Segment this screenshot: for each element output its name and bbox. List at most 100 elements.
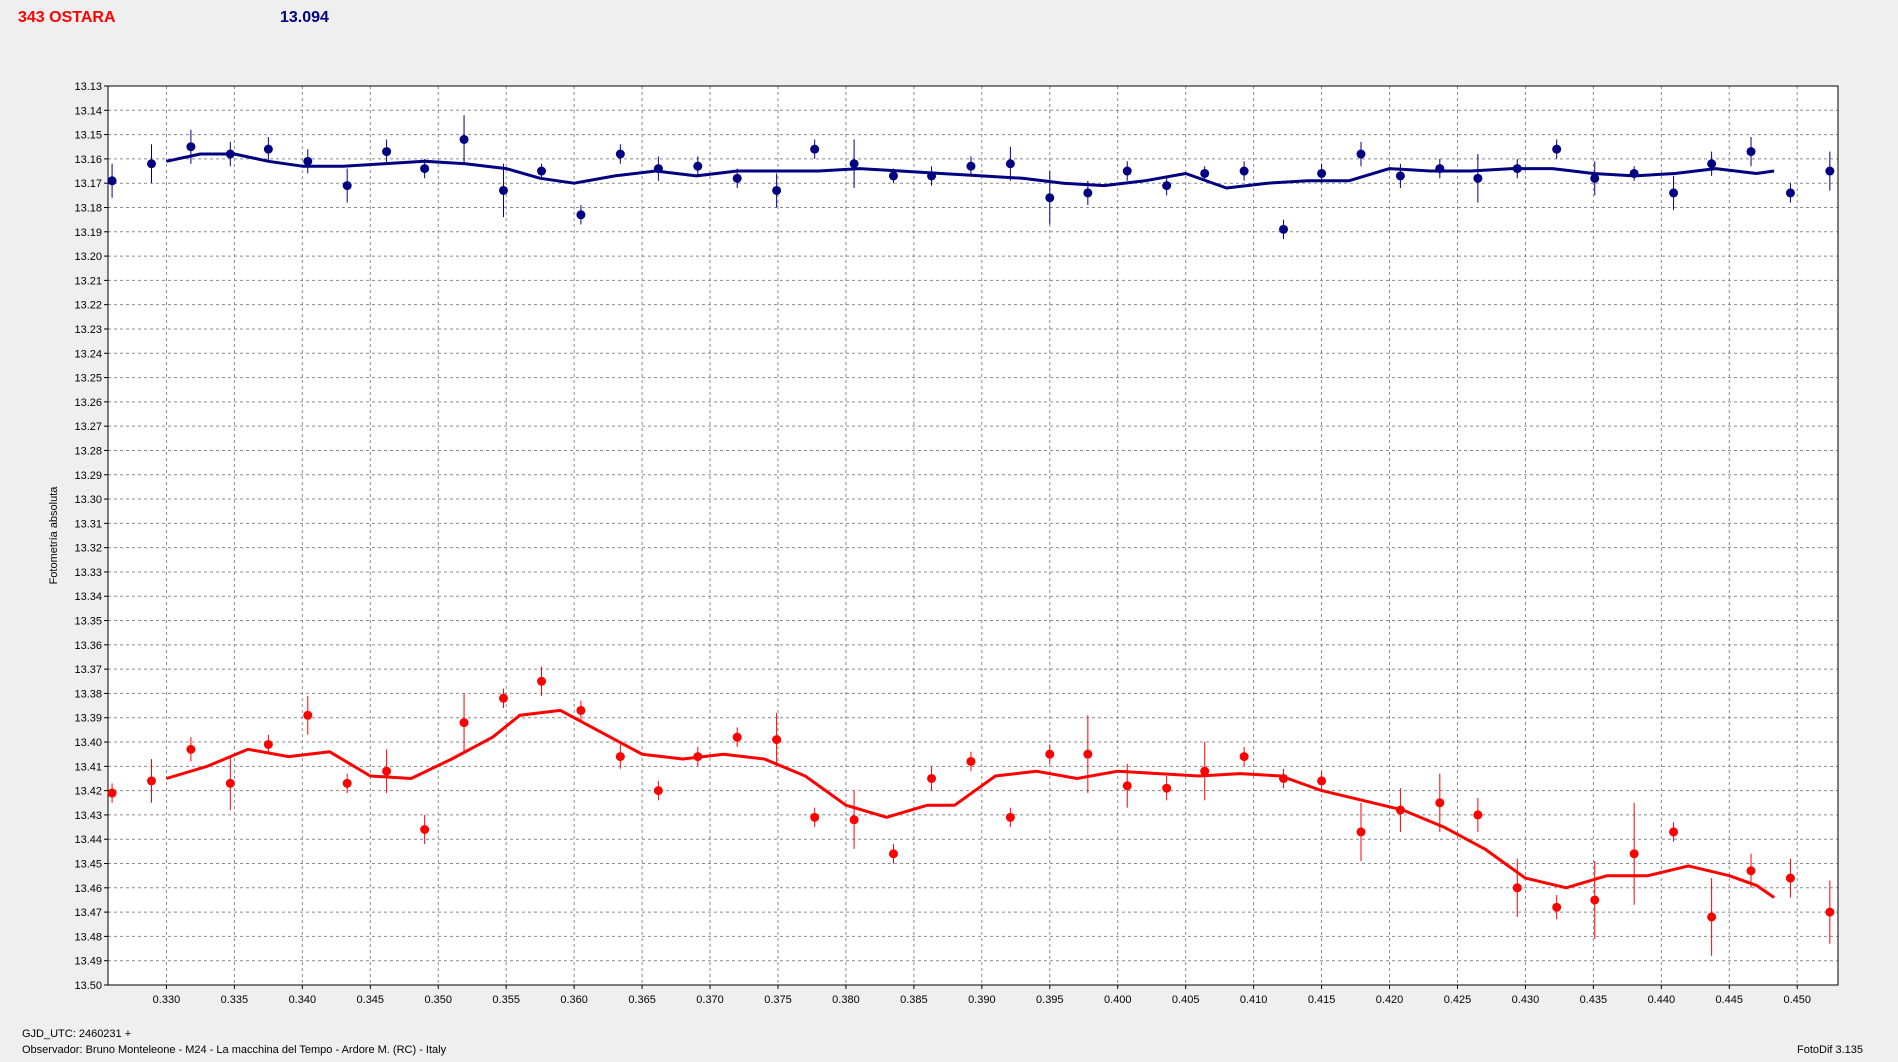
blue-data-point: [1239, 166, 1249, 176]
y-tick-label: 13.34: [74, 591, 102, 603]
blue-data-point: [810, 144, 820, 154]
observer-label: Observador: Bruno Monteleone - M24 - La …: [22, 1044, 447, 1056]
blue-data-point: [1785, 188, 1795, 198]
blue-data-point: [615, 149, 625, 159]
y-tick-label: 13.36: [74, 640, 102, 652]
y-axis-label: Fotometría absoluta: [48, 486, 60, 585]
x-tick-label: 0.395: [1036, 994, 1064, 1006]
x-tick-label: 0.420: [1376, 994, 1404, 1006]
blue-data-point: [537, 166, 547, 176]
y-tick-label: 13.30: [74, 494, 102, 506]
y-tick-label: 13.14: [74, 105, 102, 117]
y-tick-label: 13.15: [74, 130, 102, 142]
x-tick-label: 0.450: [1783, 994, 1811, 1006]
y-tick-label: 13.45: [74, 859, 102, 871]
y-tick-label: 13.25: [74, 373, 102, 385]
y-tick-label: 13.49: [74, 956, 102, 968]
blue-data-point: [459, 134, 469, 144]
red-data-point: [653, 786, 663, 796]
x-tick-label: 0.330: [153, 994, 181, 1006]
blue-data-point: [186, 142, 196, 152]
x-tick-label: 0.415: [1308, 994, 1336, 1006]
blue-data-point: [1552, 144, 1562, 154]
red-data-point: [1707, 912, 1717, 922]
red-data-point: [107, 788, 117, 798]
blue-data-point: [303, 156, 313, 166]
blue-data-point: [1669, 188, 1679, 198]
y-tick-label: 13.42: [74, 786, 102, 798]
blue-data-point: [772, 185, 782, 195]
y-tick-label: 13.50: [74, 980, 102, 992]
plot-area: [108, 86, 1838, 985]
red-data-point: [342, 778, 352, 788]
x-tick-label: 0.425: [1444, 994, 1472, 1006]
y-tick-label: 13.38: [74, 688, 102, 700]
blue-data-point: [653, 164, 663, 174]
blue-data-point: [1122, 166, 1132, 176]
red-data-point: [966, 756, 976, 766]
blue-data-point: [382, 147, 392, 157]
red-data-point: [772, 735, 782, 745]
red-fit-line: [165, 708, 1775, 899]
red-data-point: [382, 766, 392, 776]
blue-data-point: [1825, 166, 1835, 176]
x-tick-label: 0.440: [1648, 994, 1676, 1006]
blue-data-point: [1746, 147, 1756, 157]
red-data-point: [693, 752, 703, 762]
blue-data-point: [146, 159, 156, 169]
blue-data-point: [1045, 193, 1055, 203]
blue-data-point: [576, 210, 586, 220]
y-tick-label: 13.31: [74, 518, 102, 530]
blue-data-point: [1356, 149, 1366, 159]
x-tick-label: 0.345: [357, 994, 385, 1006]
blue-data-point: [1162, 181, 1172, 191]
red-data-point: [1395, 805, 1405, 815]
blue-data-point: [1707, 159, 1717, 169]
red-data-point: [1279, 773, 1289, 783]
y-tick-label: 13.27: [74, 421, 102, 433]
x-tick-label: 0.365: [628, 994, 656, 1006]
x-tick-label: 0.375: [764, 994, 792, 1006]
red-data-point: [1512, 883, 1522, 893]
red-data-point: [1669, 827, 1679, 837]
blue-data-point: [1279, 224, 1289, 234]
red-data-point: [888, 849, 898, 859]
x-tick-label: 0.340: [289, 994, 317, 1006]
y-tick-label: 13.47: [74, 907, 102, 919]
x-tick-label: 0.335: [221, 994, 249, 1006]
y-tick-label: 13.29: [74, 470, 102, 482]
y-tick-label: 13.16: [74, 154, 102, 166]
x-tick-label: 0.390: [968, 994, 996, 1006]
x-tick-label: 0.435: [1580, 994, 1608, 1006]
x-tick-label: 0.410: [1240, 994, 1268, 1006]
blue-data-point: [225, 149, 235, 159]
blue-data-point: [107, 176, 117, 186]
x-tick-label: 0.445: [1716, 994, 1744, 1006]
blue-data-point: [1473, 173, 1483, 183]
blue-data-point: [263, 144, 273, 154]
red-data-point: [1435, 798, 1445, 808]
x-tick-label: 0.355: [492, 994, 520, 1006]
red-data-point: [498, 693, 508, 703]
y-tick-label: 13.13: [74, 81, 102, 93]
red-data-point: [225, 778, 235, 788]
y-tick-label: 13.26: [74, 397, 102, 409]
red-data-point: [1005, 812, 1015, 822]
blue-data-point: [342, 181, 352, 191]
red-data-point: [1552, 902, 1562, 912]
x-tick-label: 0.400: [1104, 994, 1132, 1006]
blue-data-point: [966, 161, 976, 171]
red-data-point: [1590, 895, 1600, 905]
y-tick-label: 13.22: [74, 300, 102, 312]
y-tick-label: 13.48: [74, 931, 102, 943]
blue-data-point: [693, 161, 703, 171]
red-data-point: [186, 744, 196, 754]
x-tick-label: 0.360: [560, 994, 588, 1006]
red-data-point: [849, 815, 859, 825]
y-tick-label: 13.40: [74, 737, 102, 749]
red-data-point: [1122, 781, 1132, 791]
plot-border: [107, 85, 1839, 986]
y-tick-label: 13.35: [74, 616, 102, 628]
